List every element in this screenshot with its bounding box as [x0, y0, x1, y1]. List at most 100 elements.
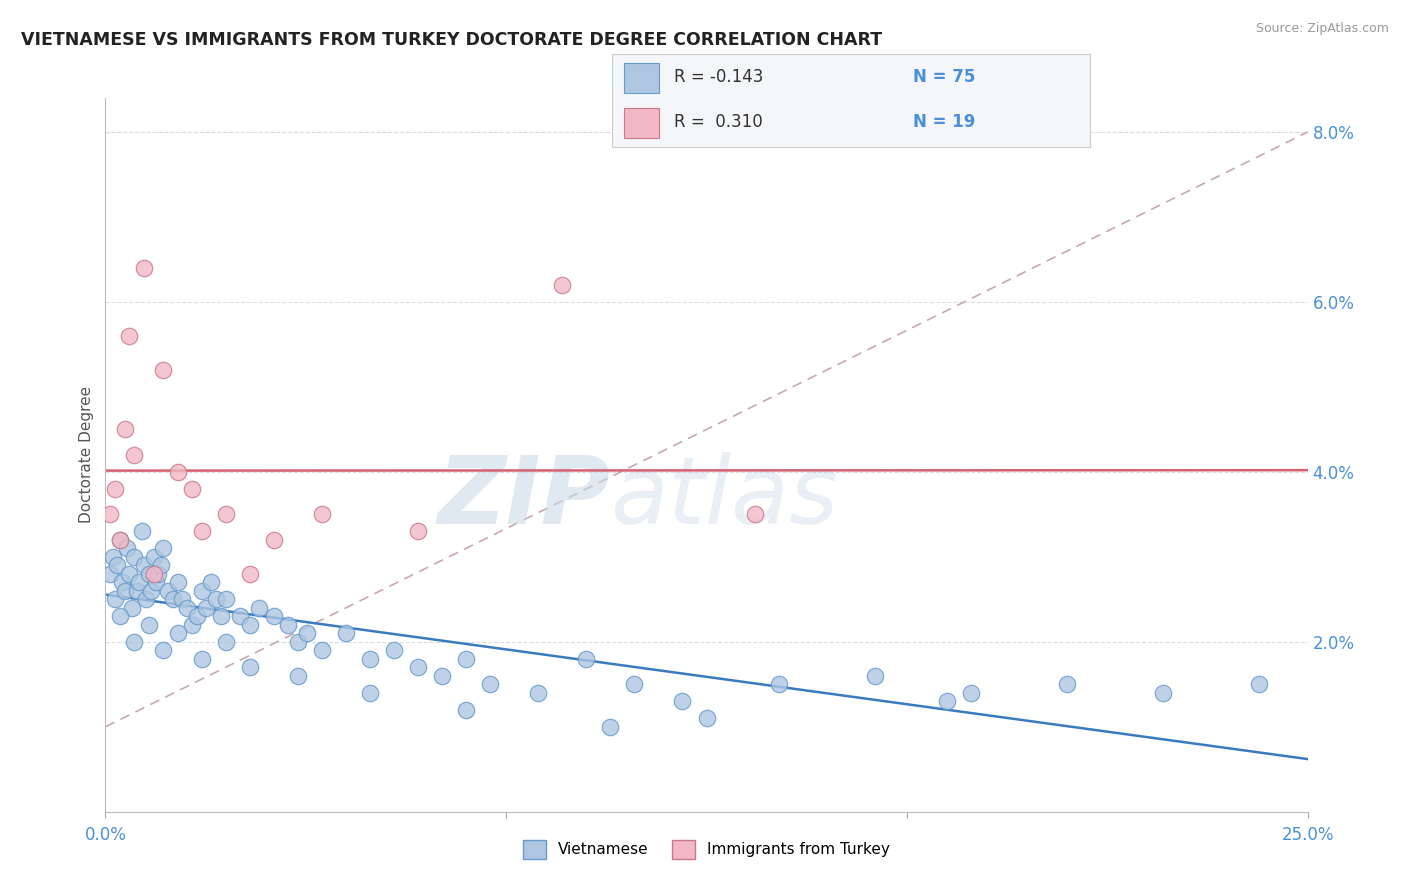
Point [162, 592, 184, 607]
Text: R = -0.143: R = -0.143 [673, 69, 763, 87]
FancyBboxPatch shape [624, 108, 659, 138]
Point [135, 592, 157, 607]
Point [527, 686, 550, 700]
Point [479, 677, 502, 691]
Point [744, 508, 766, 522]
Point [98, 566, 121, 581]
Point [454, 652, 477, 666]
Point [671, 694, 693, 708]
Point [287, 669, 309, 683]
Point [195, 600, 218, 615]
Point [190, 524, 212, 539]
Point [125, 583, 148, 598]
Point [263, 609, 285, 624]
Point [111, 575, 134, 590]
Point [214, 508, 236, 522]
Point [145, 575, 167, 590]
Point [599, 720, 621, 734]
Point [297, 626, 319, 640]
Point [1152, 686, 1174, 700]
Point [406, 524, 429, 539]
Point [104, 592, 127, 607]
Point [181, 617, 204, 632]
Point [166, 575, 188, 590]
Point [108, 609, 131, 624]
Point [209, 609, 232, 624]
Point [382, 643, 405, 657]
Point [98, 508, 121, 522]
Point [132, 260, 155, 275]
Point [311, 643, 333, 657]
Point [107, 558, 129, 573]
Point [277, 617, 299, 632]
Point [623, 677, 645, 691]
Point [311, 508, 333, 522]
Point [430, 669, 453, 683]
Point [131, 524, 153, 539]
Point [239, 566, 262, 581]
Text: VIETNAMESE VS IMMIGRANTS FROM TURKEY DOCTORATE DEGREE CORRELATION CHART: VIETNAMESE VS IMMIGRANTS FROM TURKEY DOC… [21, 31, 882, 49]
Point [200, 575, 222, 590]
Point [108, 533, 131, 547]
Point [186, 609, 208, 624]
Point [104, 482, 127, 496]
Point [124, 448, 146, 462]
Point [229, 609, 252, 624]
Point [335, 626, 357, 640]
Point [172, 592, 194, 607]
Point [166, 465, 188, 479]
Point [181, 482, 204, 496]
Point [190, 652, 212, 666]
Point [863, 669, 886, 683]
Point [768, 677, 790, 691]
Point [551, 278, 574, 293]
Point [263, 533, 285, 547]
Point [138, 617, 160, 632]
Text: N = 75: N = 75 [912, 69, 976, 87]
Point [1249, 677, 1271, 691]
Point [696, 711, 718, 725]
Point [121, 600, 143, 615]
Point [287, 635, 309, 649]
Point [190, 583, 212, 598]
Point [960, 686, 983, 700]
Legend: Vietnamese, Immigrants from Turkey: Vietnamese, Immigrants from Turkey [517, 834, 896, 864]
Point [128, 575, 150, 590]
Point [176, 600, 198, 615]
Point [149, 558, 172, 573]
Point [239, 617, 262, 632]
Point [214, 592, 236, 607]
Point [118, 566, 141, 581]
Point [936, 694, 959, 708]
Text: ZIP: ZIP [437, 451, 610, 544]
Point [108, 533, 131, 547]
Point [1056, 677, 1078, 691]
Point [152, 541, 174, 556]
Point [139, 583, 162, 598]
Point [359, 686, 381, 700]
Point [575, 652, 598, 666]
Point [152, 643, 174, 657]
Point [124, 549, 146, 564]
Point [142, 549, 165, 564]
Point [101, 549, 124, 564]
FancyBboxPatch shape [624, 63, 659, 93]
Point [247, 600, 270, 615]
Point [156, 583, 179, 598]
Text: R =  0.310: R = 0.310 [673, 113, 762, 131]
Y-axis label: Doctorate Degree: Doctorate Degree [79, 386, 94, 524]
Point [239, 660, 262, 674]
Text: Source: ZipAtlas.com: Source: ZipAtlas.com [1256, 22, 1389, 36]
Point [118, 329, 141, 343]
Point [454, 703, 477, 717]
Point [115, 541, 138, 556]
Point [132, 558, 155, 573]
Point [166, 626, 188, 640]
Point [148, 566, 170, 581]
Point [114, 422, 136, 436]
Point [138, 566, 160, 581]
Point [359, 652, 381, 666]
Point [142, 566, 165, 581]
Point [406, 660, 429, 674]
Point [152, 363, 174, 377]
